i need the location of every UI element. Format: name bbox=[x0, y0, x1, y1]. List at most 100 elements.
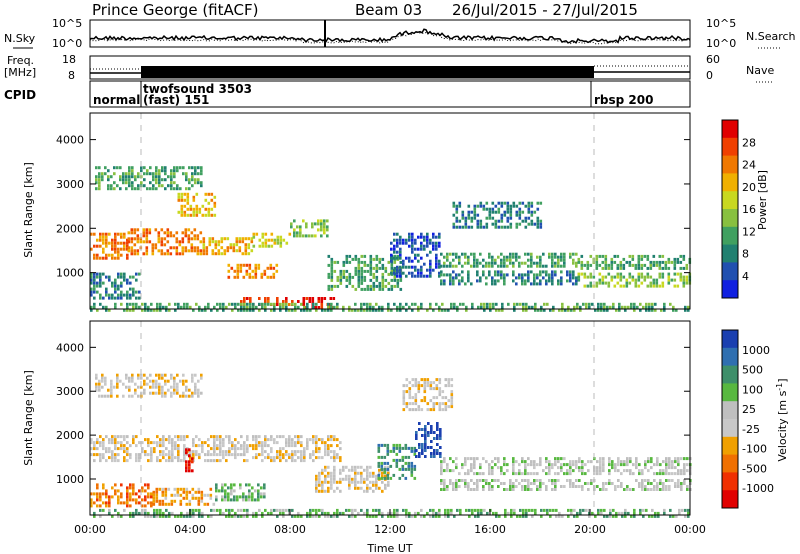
heatmap-cell bbox=[557, 472, 560, 476]
heatmap-cell bbox=[123, 293, 126, 297]
heatmap-cell bbox=[633, 508, 636, 512]
heatmap-cell bbox=[117, 272, 120, 276]
heatmap-cell bbox=[113, 385, 116, 389]
heatmap-cell bbox=[327, 450, 330, 454]
heatmap-cell bbox=[405, 384, 409, 388]
heatmap-cell bbox=[273, 438, 276, 442]
heatmap-cell bbox=[488, 273, 491, 277]
heatmap-cell bbox=[98, 382, 101, 386]
heatmap-cell bbox=[246, 508, 249, 512]
heatmap-cell bbox=[408, 511, 411, 515]
heatmap-cell bbox=[626, 469, 629, 473]
heatmap-cell bbox=[120, 444, 123, 448]
heatmap-cell bbox=[320, 297, 324, 300]
heatmap-cell bbox=[95, 385, 98, 389]
heatmap-cell bbox=[648, 308, 651, 312]
heatmap-cell bbox=[108, 278, 111, 282]
heatmap-cell bbox=[252, 244, 256, 248]
heatmap-cell bbox=[651, 305, 654, 309]
heatmap-cell bbox=[90, 453, 93, 457]
heatmap-cell bbox=[572, 282, 575, 286]
heatmap-cell bbox=[128, 376, 131, 380]
heatmap-cell bbox=[405, 390, 409, 394]
heatmap-cell bbox=[411, 250, 414, 254]
heatmap-cell bbox=[336, 302, 339, 306]
heatmap-cell bbox=[126, 296, 129, 300]
heatmap-cell bbox=[598, 272, 602, 276]
heatmap-cell bbox=[387, 302, 390, 306]
heatmap-cell bbox=[224, 489, 227, 493]
heatmap-cell bbox=[616, 281, 620, 285]
heatmap-cell bbox=[426, 384, 430, 388]
heatmap-cell bbox=[330, 483, 333, 487]
heatmap-cell bbox=[291, 508, 294, 512]
heatmap-cell bbox=[111, 296, 114, 300]
heatmap-cell bbox=[290, 222, 293, 226]
heatmap-cell bbox=[165, 508, 168, 512]
heatmap-cell bbox=[381, 272, 385, 276]
heatmap-cell bbox=[135, 453, 138, 457]
heatmap-cell bbox=[327, 486, 330, 490]
heatmap-cell bbox=[159, 511, 162, 515]
heatmap-cell bbox=[417, 390, 421, 394]
heatmap-cell bbox=[267, 456, 270, 460]
heatmap-cell bbox=[396, 281, 400, 285]
heatmap-cell bbox=[597, 508, 600, 512]
heatmap-cell bbox=[141, 486, 144, 490]
heatmap-cell bbox=[676, 260, 680, 264]
heatmap-cell bbox=[315, 308, 318, 312]
heatmap-cell bbox=[680, 457, 683, 461]
heatmap-cell bbox=[104, 379, 107, 383]
heatmap-cell bbox=[593, 472, 596, 476]
heatmap-cell bbox=[192, 441, 195, 445]
heatmap-cell bbox=[429, 241, 432, 245]
heatmap-cell bbox=[169, 231, 173, 235]
heatmap-cell bbox=[260, 275, 264, 279]
heatmap-cell bbox=[182, 490, 186, 494]
heatmap-cell bbox=[467, 488, 470, 491]
heatmap-cell bbox=[261, 444, 264, 448]
heatmap-cell bbox=[684, 514, 687, 518]
heatmap-cell bbox=[426, 244, 429, 248]
heatmap-cell bbox=[545, 457, 548, 461]
heatmap-cell bbox=[245, 269, 249, 273]
heatmap-cell bbox=[630, 514, 633, 518]
heatmap-cell bbox=[414, 384, 418, 388]
heatmap-cell bbox=[491, 485, 494, 488]
heatmap-cell bbox=[153, 511, 156, 515]
heatmap-cell bbox=[272, 266, 276, 270]
heatmap-cell bbox=[420, 247, 423, 251]
heatmap-cell bbox=[282, 302, 285, 306]
heatmap-cell bbox=[545, 472, 548, 476]
heatmap-cell bbox=[126, 486, 129, 490]
heatmap-cell bbox=[509, 488, 512, 491]
heatmap-cell bbox=[402, 399, 406, 403]
heatmap-cell bbox=[258, 244, 262, 248]
heatmap-cell bbox=[327, 471, 330, 475]
heatmap-cell bbox=[659, 463, 662, 467]
heatmap-cell bbox=[152, 187, 155, 191]
heatmap-cell bbox=[215, 498, 218, 502]
heatmap-cell bbox=[420, 408, 424, 412]
heatmap-cell bbox=[180, 213, 184, 217]
heatmap-cell bbox=[563, 252, 566, 256]
heatmap-cell bbox=[342, 260, 346, 264]
heatmap-cell bbox=[243, 305, 246, 309]
heatmap-cell bbox=[219, 302, 222, 306]
heatmap-cell bbox=[156, 459, 159, 463]
heatmap-cell bbox=[131, 169, 134, 173]
heatmap-cell bbox=[191, 493, 195, 497]
heatmap-cell bbox=[539, 463, 542, 467]
heatmap-cell bbox=[348, 281, 352, 285]
heatmap-cell bbox=[470, 469, 473, 473]
heatmap-cell bbox=[651, 508, 654, 512]
heatmap-cell bbox=[393, 232, 396, 236]
heatmap-cell bbox=[515, 204, 519, 208]
heatmap-cell bbox=[156, 514, 159, 518]
heatmap-cell bbox=[194, 388, 197, 392]
heatmap-cell bbox=[677, 485, 680, 488]
heatmap-cell bbox=[96, 284, 99, 288]
heatmap-cell bbox=[173, 493, 177, 497]
heatmap-cell bbox=[686, 469, 689, 473]
heatmap-cell bbox=[177, 459, 180, 463]
